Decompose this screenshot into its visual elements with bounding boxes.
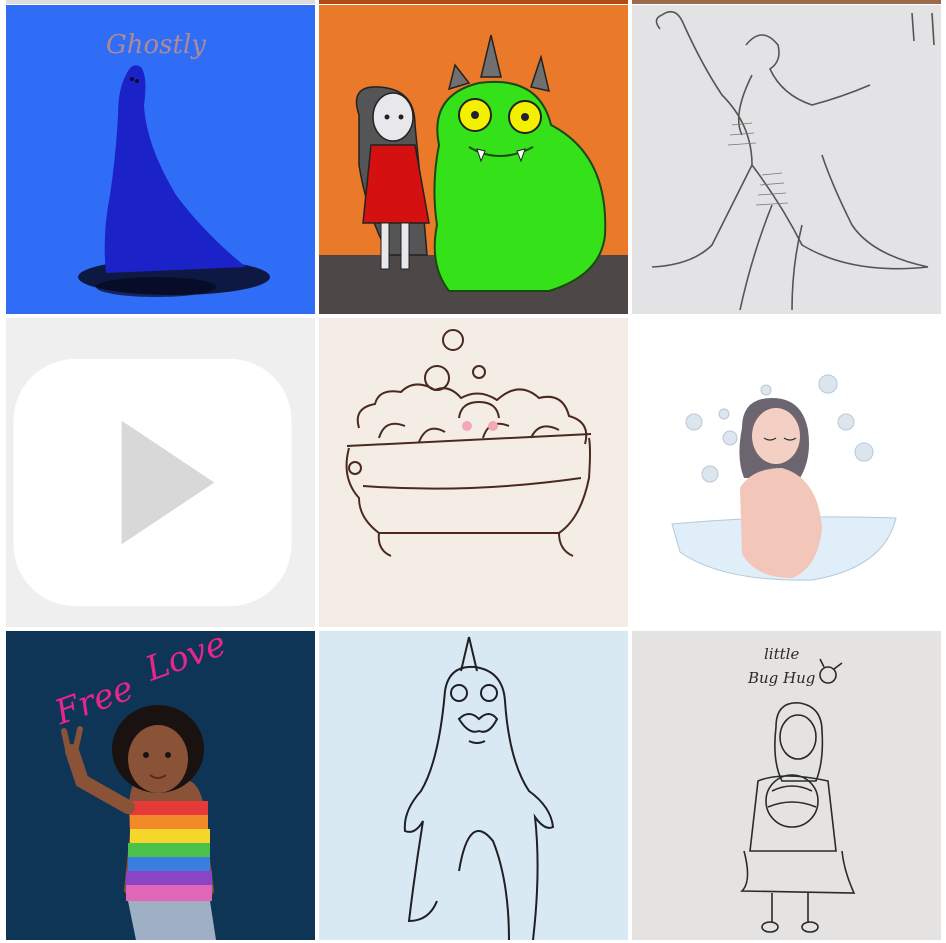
post-tile-monster-friend[interactable] (319, 5, 628, 314)
previous-row-edge (0, 0, 946, 4)
post-tile-bubble-bath[interactable] (319, 318, 628, 627)
post-tile-lonely-figure[interactable] (6, 318, 315, 627)
post-tile-free-love[interactable]: Free Love (6, 631, 315, 940)
post-tile-girl-in-bowl[interactable] (632, 318, 941, 627)
bug-hug-text: Bug Hug (747, 669, 815, 687)
dinosaur-rider-artwork (632, 5, 941, 314)
unicorn-ghost-artwork (319, 631, 628, 940)
monster-friend-artwork (319, 5, 628, 314)
post-tile-ghostly[interactable]: Ghostly (6, 5, 315, 314)
bubble-bath-artwork (319, 318, 628, 627)
girl-in-bowl-artwork (632, 318, 941, 627)
previous-tile-edge-2 (319, 0, 628, 4)
previous-tile-edge-3 (632, 0, 941, 4)
post-tile-little-bug-hug[interactable]: little Bug Hug (632, 631, 941, 940)
ghostly-artwork: Ghostly (6, 5, 315, 314)
post-tile-unicorn-ghost[interactable] (319, 631, 628, 940)
little-bug-hug-artwork: little Bug Hug (632, 631, 941, 940)
reel-icon (13, 358, 292, 607)
post-grid: Ghostly (6, 5, 941, 940)
free-love-artwork: Free Love (6, 631, 315, 940)
ghostly-title: Ghostly (106, 30, 206, 60)
post-tile-dinosaur-rider[interactable] (632, 5, 941, 314)
previous-tile-edge-1 (6, 0, 315, 4)
little-text: little (764, 645, 799, 663)
